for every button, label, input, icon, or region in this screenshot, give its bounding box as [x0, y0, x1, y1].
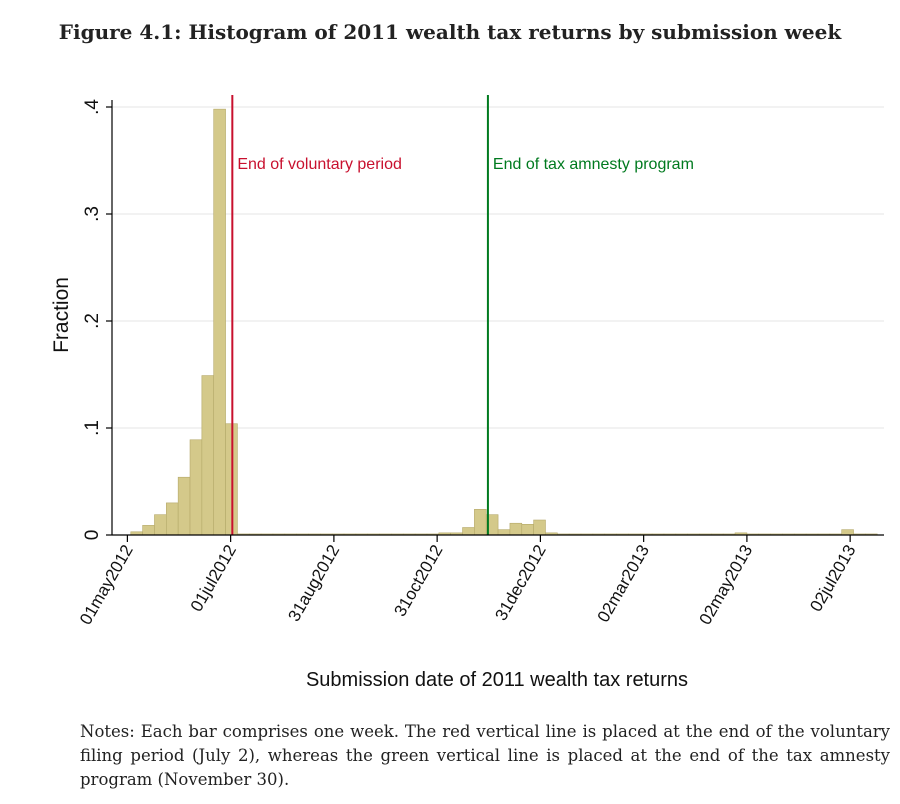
axes: 0 .1 .2 .3 .4 01may2012 01jul2012 31aug2012 31oc…	[76, 99, 884, 628]
histogram-bar	[177, 476, 191, 536]
figure-title: Figure 4.1: Histogram of 2011 wealth tax…	[58, 20, 842, 44]
figure-notes: Notes: Each bar comprises one week. The …	[80, 722, 890, 789]
x-tick-label: 31oct2012	[390, 542, 446, 620]
y-tick-label: .2	[82, 313, 103, 329]
histogram-bar	[521, 523, 534, 536]
y-axis-label: Fraction	[50, 277, 73, 353]
histogram-bars	[130, 108, 878, 536]
histogram-bar	[841, 529, 854, 536]
histogram-bar	[509, 522, 523, 536]
histogram-bar	[462, 527, 475, 536]
x-tick-label: 02may2013	[695, 542, 756, 628]
x-tick-label: 02jul2013	[806, 542, 859, 615]
histogram-bar	[142, 525, 155, 536]
histogram-bar	[166, 502, 179, 536]
histogram-bar	[213, 108, 226, 536]
x-tick-label: 01may2012	[76, 542, 137, 628]
histogram-chart: End of voluntary period End of tax amnest…	[50, 95, 884, 691]
histogram-bar	[201, 375, 215, 536]
histogram-bar	[189, 439, 203, 536]
gridlines	[112, 106, 884, 429]
x-tick-label: 31dec2012	[491, 542, 550, 624]
x-tick-label: 02mar2013	[594, 542, 653, 626]
y-tick-label: .1	[82, 420, 103, 436]
x-axis-label: Submission date of 2011 wealth tax retur…	[306, 669, 688, 691]
histogram-bar	[154, 514, 167, 536]
y-tick-label: .4	[82, 99, 103, 115]
reference-lines: End of voluntary period End of tax amnest…	[231, 95, 694, 535]
voluntary-period-label: End of voluntary period	[237, 156, 402, 173]
histogram-bar	[474, 509, 487, 536]
y-tick-label: .3	[82, 206, 103, 222]
histogram-bar	[533, 519, 546, 536]
histogram-bar	[497, 529, 511, 536]
x-tick-label: 31aug2012	[284, 542, 343, 625]
x-tick-label: 01jul2012	[187, 542, 240, 615]
y-tick-label: 0	[82, 530, 103, 541]
amnesty-end-label: End of tax amnesty program	[493, 156, 694, 173]
